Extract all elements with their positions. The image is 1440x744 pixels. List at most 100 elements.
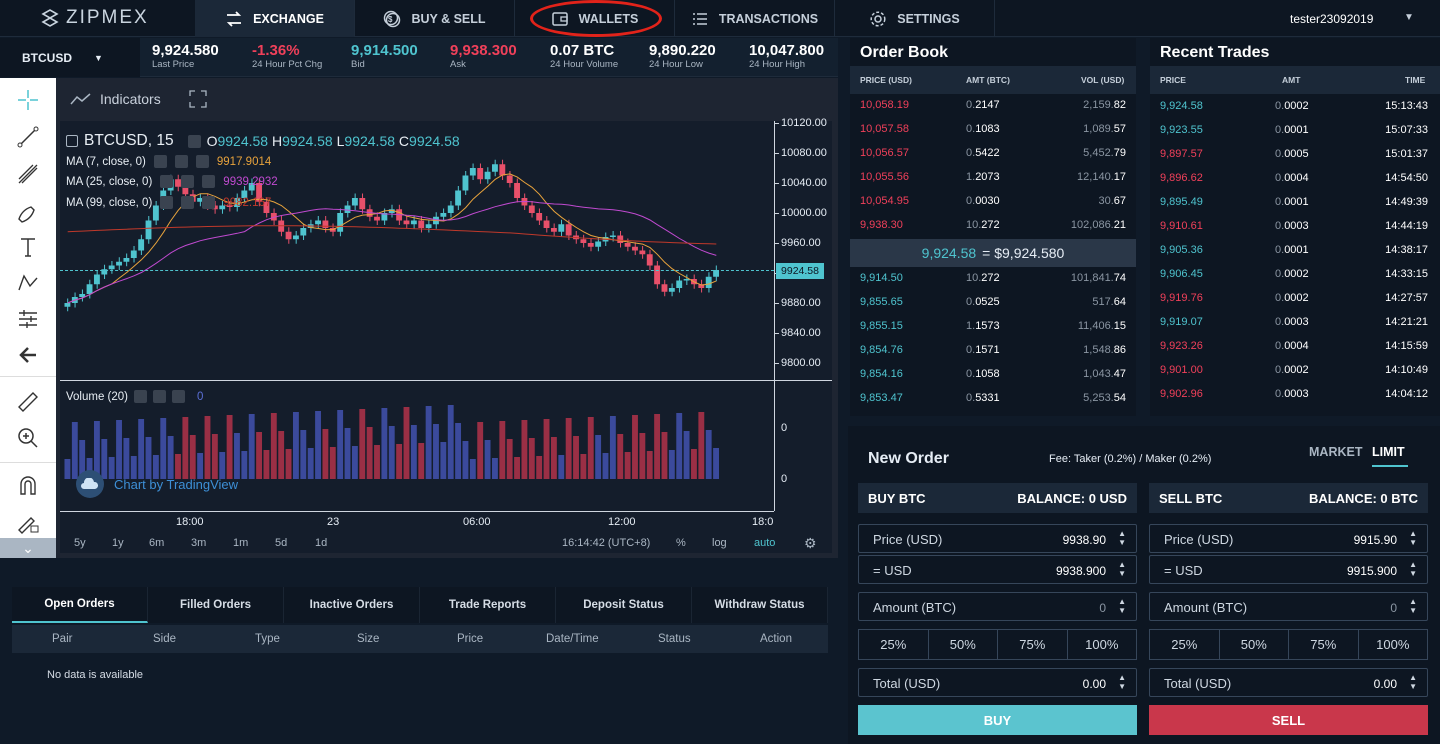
market-tab[interactable]: MARKET bbox=[1309, 445, 1363, 459]
range-5y[interactable]: 5y bbox=[74, 537, 86, 549]
tab-open-orders[interactable]: Open Orders bbox=[12, 587, 148, 623]
eye-icon[interactable] bbox=[160, 175, 174, 188]
range-3m[interactable]: 3m bbox=[191, 537, 207, 549]
buy-button[interactable]: BUY bbox=[858, 705, 1137, 735]
brand-logo[interactable]: ZIPMEX bbox=[40, 7, 149, 29]
sell-price-input[interactable]: Price (USD) 9915.90 ▲ ▼ bbox=[1149, 524, 1428, 553]
order-book-row[interactable]: 10,058.19 0.2147 2,159.82 bbox=[850, 99, 1136, 119]
auto-scale-toggle[interactable]: auto bbox=[754, 537, 776, 549]
indicators-button[interactable]: Indicators bbox=[100, 91, 161, 107]
close-icon[interactable] bbox=[195, 155, 209, 168]
buy-amount-input[interactable]: Amount (BTC) 0 ▲ ▼ bbox=[858, 592, 1137, 621]
collapse-icon[interactable] bbox=[66, 135, 78, 147]
order-book-row[interactable]: 9,855.15 1.1573 11,406.15 bbox=[850, 320, 1136, 340]
close-icon[interactable] bbox=[202, 196, 216, 209]
eye-icon[interactable] bbox=[134, 390, 148, 403]
order-book-row[interactable]: 10,055.56 1.2073 12,140.17 bbox=[850, 171, 1136, 191]
order-book-row[interactable]: 9,854.16 0.1058 1,043.47 bbox=[850, 368, 1136, 388]
gear-icon[interactable] bbox=[181, 196, 195, 209]
buy-total-input[interactable]: Total (USD) 0.00 ▲ ▼ bbox=[858, 668, 1137, 697]
nav-tab-buy-sell[interactable]: $ BUY & SELL bbox=[355, 0, 515, 37]
close-icon[interactable] bbox=[202, 175, 216, 188]
tab-filled-orders[interactable]: Filled Orders bbox=[148, 587, 284, 623]
gear-icon[interactable] bbox=[174, 155, 188, 168]
chevron-down-icon[interactable]: ▼ bbox=[1404, 12, 1414, 23]
stepper-icon[interactable]: ▲ ▼ bbox=[1409, 560, 1417, 578]
nav-tab-settings[interactable]: SETTINGS bbox=[835, 0, 995, 37]
stepper-icon[interactable]: ▲ ▼ bbox=[1118, 529, 1126, 547]
stepper-icon[interactable]: ▲ ▼ bbox=[1118, 673, 1126, 691]
limit-tab[interactable]: LIMIT bbox=[1372, 445, 1408, 467]
fib-icon[interactable] bbox=[16, 162, 40, 186]
tab-withdraw-status[interactable]: Withdraw Status bbox=[692, 587, 828, 623]
close-icon[interactable] bbox=[172, 390, 186, 403]
order-book-row[interactable]: 10,057.58 0.1083 1,089.57 bbox=[850, 123, 1136, 143]
price-axis[interactable]: 10120.00 10080.00 10040.00 10000.00 9960.00 9… bbox=[774, 117, 832, 511]
order-book-row[interactable]: 9,853.47 0.5331 5,253.54 bbox=[850, 392, 1136, 412]
tab-deposit-status[interactable]: Deposit Status bbox=[556, 587, 692, 623]
sell-usd-input[interactable]: = USD 9915.900 ▲ ▼ bbox=[1149, 555, 1428, 584]
buy-pct-25[interactable]: 25% bbox=[859, 630, 929, 659]
buy-pct-100[interactable]: 100% bbox=[1085, 637, 1119, 652]
brush-icon[interactable] bbox=[16, 199, 40, 223]
trend-line-icon[interactable] bbox=[16, 125, 40, 149]
text-tool-icon[interactable] bbox=[16, 235, 40, 259]
sell-pct-50[interactable]: 50% bbox=[1220, 630, 1289, 659]
buy-pct-50[interactable]: 50% bbox=[929, 630, 998, 659]
sell-pct-100[interactable]: 100% bbox=[1376, 637, 1410, 652]
stepper-icon[interactable]: ▲ ▼ bbox=[1118, 597, 1126, 615]
chart-plot[interactable] bbox=[60, 121, 832, 553]
gear-icon[interactable] bbox=[181, 175, 195, 188]
pane-divider[interactable] bbox=[60, 380, 832, 381]
stepper-icon[interactable]: ▲ ▼ bbox=[1409, 673, 1417, 691]
buy-pct-75[interactable]: 75% bbox=[998, 630, 1068, 659]
range-1y[interactable]: 1y bbox=[112, 537, 124, 549]
user-menu[interactable]: tester23092019 bbox=[1290, 12, 1374, 26]
range-1d[interactable]: 1d bbox=[315, 537, 328, 549]
crosshair-icon[interactable] bbox=[16, 88, 40, 112]
sell-pct-75[interactable]: 75% bbox=[1289, 630, 1359, 659]
nav-tab-exchange[interactable]: EXCHANGE bbox=[195, 0, 355, 37]
chevron-down-icon[interactable]: ⌄ bbox=[0, 538, 56, 558]
sell-pct-25[interactable]: 25% bbox=[1150, 630, 1220, 659]
ruler-icon[interactable] bbox=[16, 390, 40, 414]
range-6m[interactable]: 6m bbox=[149, 537, 165, 549]
prediction-icon[interactable] bbox=[16, 307, 40, 331]
nav-tab-transactions[interactable]: TRANSACTIONS bbox=[675, 0, 835, 37]
sell-total-input[interactable]: Total (USD) 0.00 ▲ ▼ bbox=[1149, 668, 1428, 697]
percent-scale-toggle[interactable]: % bbox=[676, 537, 686, 549]
sell-amount-input[interactable]: Amount (BTC) 0 ▲ ▼ bbox=[1149, 592, 1428, 621]
eye-icon[interactable] bbox=[160, 196, 174, 209]
stepper-icon[interactable]: ▲ ▼ bbox=[1409, 529, 1417, 547]
eye-icon[interactable] bbox=[153, 155, 167, 168]
pattern-icon[interactable] bbox=[16, 271, 40, 295]
sell-button[interactable]: SELL bbox=[1149, 705, 1428, 735]
indicators-icon[interactable] bbox=[70, 92, 92, 106]
order-book-row[interactable]: 9,938.30 10.272 102,086.21 bbox=[850, 219, 1136, 239]
order-book-row[interactable]: 10,056.57 0.5422 5,452.79 bbox=[850, 147, 1136, 167]
arrow-left-icon[interactable] bbox=[16, 343, 40, 367]
time-axis[interactable] bbox=[60, 511, 774, 531]
pair-selector[interactable]: BTCUSD ▼ bbox=[0, 38, 140, 77]
gear-icon[interactable] bbox=[153, 390, 167, 403]
buy-price-input[interactable]: Price (USD) 9938.90 ▲ ▼ bbox=[858, 524, 1137, 553]
fullscreen-icon[interactable] bbox=[189, 90, 207, 108]
gear-icon[interactable]: ⚙ bbox=[804, 534, 817, 551]
log-scale-toggle[interactable]: log bbox=[712, 537, 727, 549]
eye-icon[interactable] bbox=[187, 134, 201, 148]
lock-draw-icon[interactable] bbox=[16, 510, 40, 534]
order-book-row[interactable]: 9,855.65 0.0525 517.64 bbox=[850, 296, 1136, 316]
stepper-icon[interactable]: ▲ ▼ bbox=[1409, 597, 1417, 615]
range-5d[interactable]: 5d bbox=[275, 537, 288, 549]
stepper-icon[interactable]: ▲ ▼ bbox=[1118, 560, 1126, 578]
order-book-row[interactable]: 10,054.95 0.0030 30.67 bbox=[850, 195, 1136, 215]
magnet-icon[interactable] bbox=[16, 474, 40, 498]
buy-usd-input[interactable]: = USD 9938.900 ▲ ▼ bbox=[858, 555, 1137, 584]
tradingview-link[interactable]: Chart by TradingView bbox=[76, 470, 238, 498]
order-book-row[interactable]: 9,914.50 10.272 101,841.74 bbox=[850, 272, 1136, 292]
zoom-in-icon[interactable] bbox=[16, 426, 40, 450]
tab-inactive-orders[interactable]: Inactive Orders bbox=[284, 587, 420, 623]
tab-trade-reports[interactable]: Trade Reports bbox=[420, 587, 556, 623]
order-book-row[interactable]: 9,854.76 0.1571 1,548.86 bbox=[850, 344, 1136, 364]
range-1m[interactable]: 1m bbox=[233, 537, 249, 549]
